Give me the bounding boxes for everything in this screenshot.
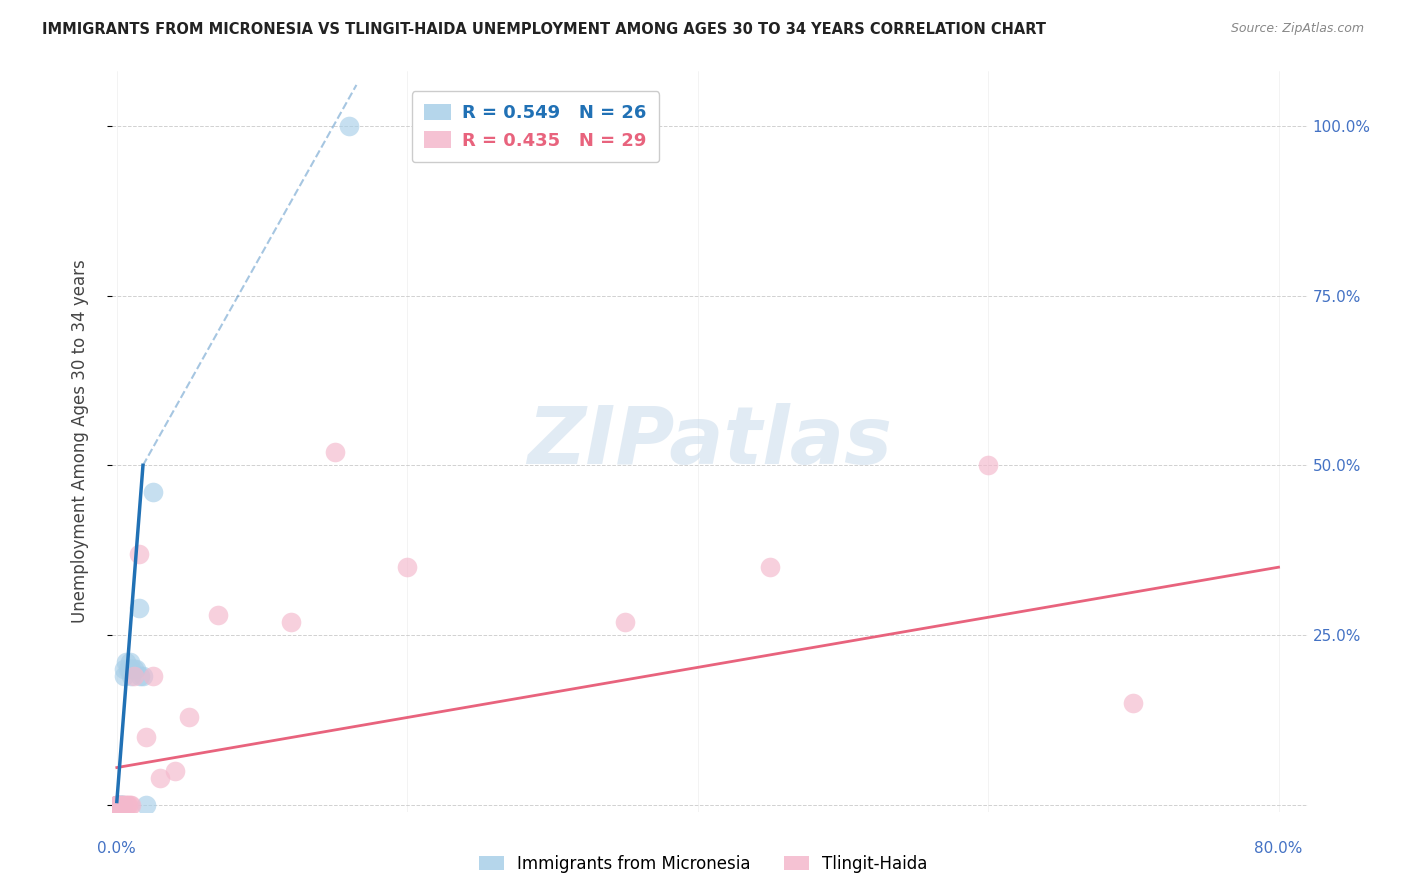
Point [142,485,165,500]
Point [120,797,142,812]
Point [114,655,136,669]
Point [105,797,128,812]
Point [110,797,132,812]
Point [129,669,152,683]
Point [122,669,145,683]
Point [107,797,129,812]
Point [105,797,128,812]
Point [207,607,229,622]
Point [179,709,201,723]
Point [108,797,131,812]
Point [1122,696,1144,710]
Point [120,669,142,683]
Point [115,797,138,812]
Point [108,797,131,812]
Point [280,615,302,629]
Point [112,797,135,812]
Point [107,797,129,812]
Point [118,655,141,669]
Point [125,662,148,676]
Point [337,119,360,133]
Text: 80.0%: 80.0% [1254,841,1303,856]
Point [111,797,134,812]
Point [107,797,129,812]
Legend: R = 0.549   N = 26, R = 0.435   N = 29: R = 0.549 N = 26, R = 0.435 N = 29 [412,92,659,162]
Point [110,797,132,812]
Text: 0.0%: 0.0% [97,841,136,856]
Text: IMMIGRANTS FROM MICRONESIA VS TLINGIT-HAIDA UNEMPLOYMENT AMONG AGES 30 TO 34 YEA: IMMIGRANTS FROM MICRONESIA VS TLINGIT-HA… [42,22,1046,37]
Point [163,764,186,778]
Point [110,797,132,812]
Text: Source: ZipAtlas.com: Source: ZipAtlas.com [1230,22,1364,36]
Point [120,662,142,676]
Point [117,797,139,812]
Point [105,797,128,812]
Point [135,730,157,744]
Point [614,615,637,629]
Point [118,662,141,676]
Point [128,601,150,615]
Y-axis label: Unemployment Among Ages 30 to 34 years: Unemployment Among Ages 30 to 34 years [70,260,89,624]
Point [114,797,136,812]
Point [396,560,419,574]
Point [759,560,782,574]
Text: ZIPatlas: ZIPatlas [527,402,893,481]
Point [111,797,134,812]
Point [112,662,135,676]
Point [105,797,128,812]
Point [149,771,172,785]
Point [117,662,139,676]
Point [135,797,157,812]
Legend: Immigrants from Micronesia, Tlingit-Haida: Immigrants from Micronesia, Tlingit-Haid… [472,848,934,880]
Point [132,669,155,683]
Point [122,662,145,676]
Point [128,547,150,561]
Point [112,669,135,683]
Point [105,797,128,812]
Point [105,797,128,812]
Point [118,797,141,812]
Point [323,444,346,458]
Point [111,797,134,812]
Point [142,669,165,683]
Point [105,797,128,812]
Point [977,458,1000,473]
